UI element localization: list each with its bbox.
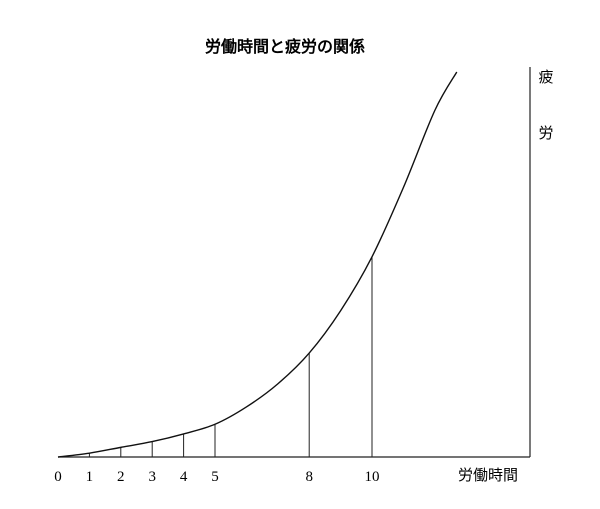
x-ticks: 0 1 2 3 4 5 8 10: [54, 469, 379, 485]
y-axis-label: 疲労: [538, 68, 553, 142]
x-tick-label: 4: [180, 469, 188, 485]
x-tick-label: 10: [365, 469, 380, 485]
x-tick-label: 3: [148, 469, 156, 485]
fatigue-curve: [57, 71, 458, 458]
x-tick-label: 2: [117, 469, 125, 485]
x-axis-label: 労働時間: [458, 466, 518, 484]
x-tick-label: 1: [86, 469, 94, 485]
y-axis-label-char: 疲: [538, 68, 553, 86]
x-tick-label: 5: [211, 469, 219, 485]
x-tick-label: 8: [305, 469, 313, 485]
x-tick-label: 0: [54, 469, 62, 485]
chart-title: 労働時間と疲労の関係: [205, 37, 365, 56]
drop-lines: [88, 256, 373, 457]
y-axis-label-char: 労: [538, 124, 553, 142]
